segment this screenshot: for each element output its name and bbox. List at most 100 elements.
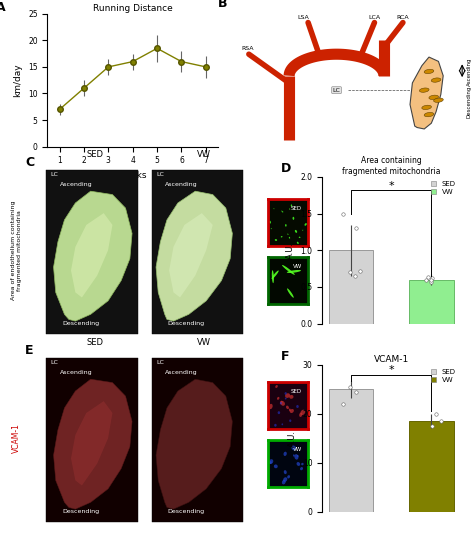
Y-axis label: A.U.: A.U. [288,430,297,447]
Bar [328,250,373,324]
Ellipse shape [419,88,429,92]
Ellipse shape [291,205,292,207]
Legend: SED, VW: SED, VW [430,180,456,196]
Legend: SED, VW: SED, VW [430,368,456,384]
Ellipse shape [281,236,283,237]
Text: LCA: LCA [368,15,381,20]
Polygon shape [169,213,213,298]
Ellipse shape [272,270,279,279]
Polygon shape [54,191,132,321]
Ellipse shape [287,233,289,235]
Ellipse shape [275,385,278,388]
Bar [152,170,243,333]
Ellipse shape [275,239,277,241]
Text: Ascending: Ascending [60,370,93,375]
Y-axis label: km/day: km/day [13,64,22,97]
Ellipse shape [424,69,434,74]
Ellipse shape [282,480,286,484]
Ellipse shape [269,459,273,464]
Text: SED: SED [291,206,302,211]
Ellipse shape [296,405,299,408]
Ellipse shape [293,455,295,457]
Ellipse shape [304,223,307,226]
Ellipse shape [269,221,271,223]
Ellipse shape [269,404,273,409]
Ellipse shape [297,462,300,466]
Bar [328,389,373,512]
Ellipse shape [287,475,290,478]
Ellipse shape [284,470,287,474]
Ellipse shape [294,454,299,460]
Ellipse shape [431,78,441,82]
Text: A: A [0,1,6,14]
Text: B: B [218,0,228,10]
Ellipse shape [274,424,277,427]
Ellipse shape [301,410,305,415]
Text: *: * [388,181,394,191]
Polygon shape [410,57,443,129]
Text: LC: LC [50,172,58,177]
Polygon shape [71,213,112,298]
Ellipse shape [273,208,274,209]
Ellipse shape [292,446,296,450]
Ellipse shape [297,455,299,457]
Bar [46,358,137,521]
Text: LC: LC [333,87,340,93]
Text: Area of endothelium containing
fragmented mitochondria: Area of endothelium containing fragmente… [11,201,22,300]
Text: E: E [25,344,34,357]
Ellipse shape [302,229,303,231]
Ellipse shape [285,224,287,227]
Bar [152,358,243,521]
Ellipse shape [274,465,278,468]
Ellipse shape [300,467,303,470]
Ellipse shape [280,402,282,404]
Text: RCA: RCA [397,15,409,20]
Ellipse shape [299,237,301,238]
Ellipse shape [282,265,295,275]
Polygon shape [54,379,132,509]
Ellipse shape [422,105,431,109]
Text: Descending: Descending [62,321,100,326]
Text: VW: VW [197,150,211,159]
Polygon shape [156,191,232,321]
Text: VW: VW [197,338,211,347]
Text: D: D [281,163,292,175]
Bar [46,170,137,333]
Ellipse shape [283,477,287,482]
Ellipse shape [434,98,443,102]
Ellipse shape [295,230,297,233]
Ellipse shape [289,419,292,422]
Ellipse shape [292,217,294,220]
Ellipse shape [289,409,291,411]
Text: VW: VW [293,447,302,452]
Text: SED: SED [86,150,103,159]
Ellipse shape [285,398,287,399]
Ellipse shape [301,463,304,465]
Ellipse shape [282,211,283,212]
Ellipse shape [271,228,272,229]
Text: Ascending: Ascending [467,57,472,86]
Text: SED: SED [291,389,302,394]
Text: Descending: Descending [467,86,472,118]
Text: Ascending: Ascending [165,370,197,375]
Ellipse shape [272,270,274,283]
Title: Running Distance: Running Distance [93,4,173,13]
Text: Ascending: Ascending [165,182,197,187]
Text: VCAM-1: VCAM-1 [12,423,21,453]
Ellipse shape [297,242,299,244]
Text: SED: SED [86,338,103,347]
X-axis label: Weeks: Weeks [118,171,147,180]
Ellipse shape [299,413,302,417]
Ellipse shape [282,424,283,425]
Ellipse shape [278,411,280,414]
Text: C: C [25,156,34,169]
Ellipse shape [289,208,290,210]
Text: LSA: LSA [298,15,309,20]
Ellipse shape [277,397,280,400]
Ellipse shape [424,112,434,117]
Ellipse shape [289,395,293,399]
Ellipse shape [269,461,272,464]
Text: *: * [388,366,394,375]
Ellipse shape [429,95,438,100]
Text: Ascending: Ascending [60,182,93,187]
